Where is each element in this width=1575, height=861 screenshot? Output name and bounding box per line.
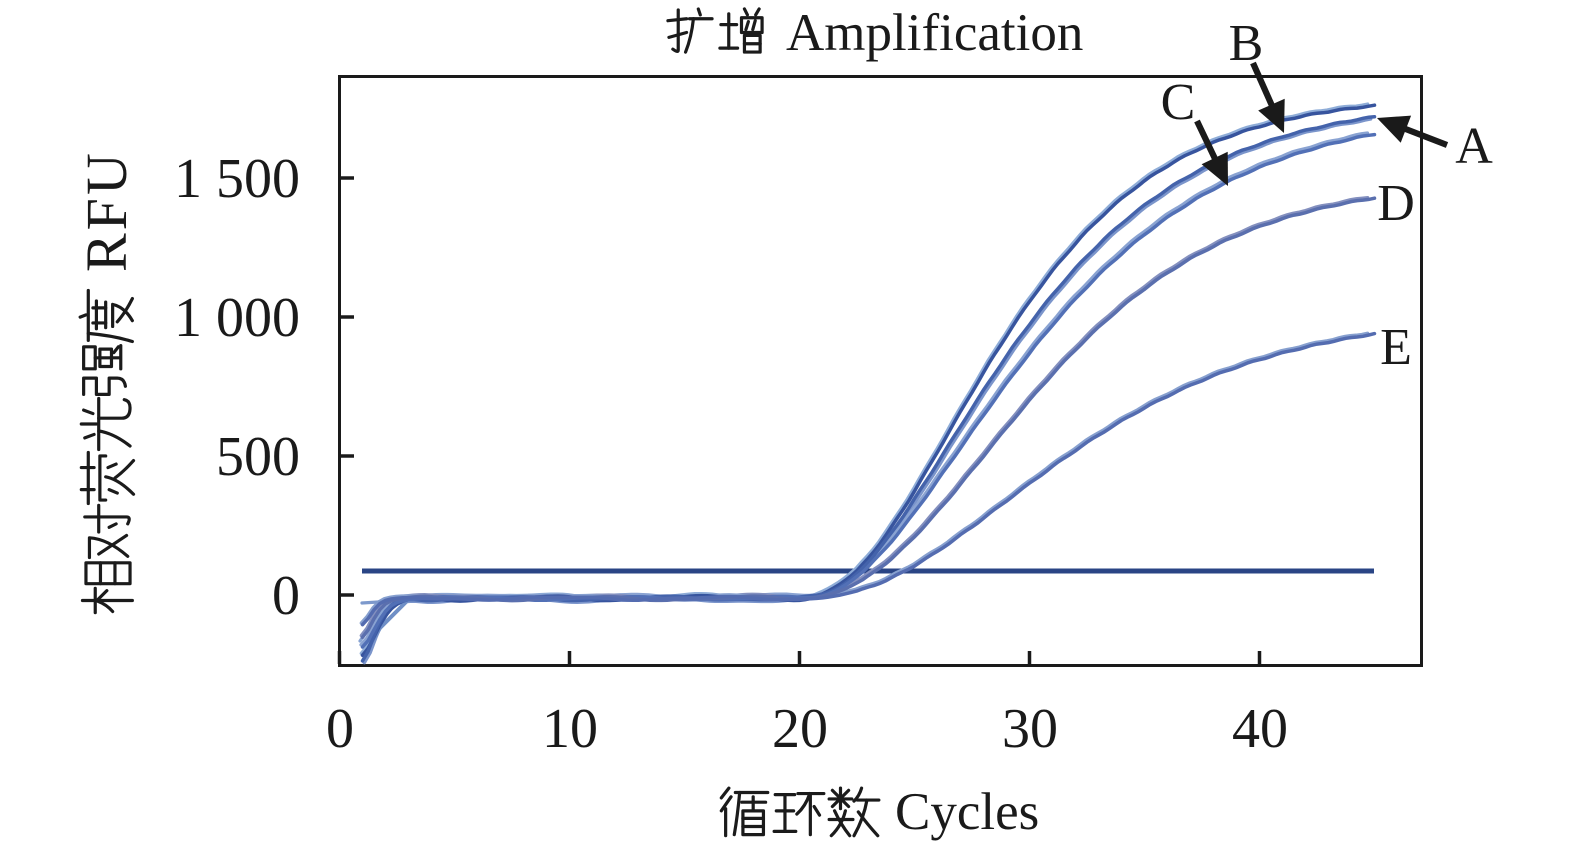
svg-text:A: A bbox=[1455, 118, 1493, 175]
svg-text:10: 10 bbox=[542, 698, 598, 760]
svg-text:0: 0 bbox=[326, 698, 354, 760]
svg-text:E: E bbox=[1380, 319, 1412, 376]
svg-text:C: C bbox=[1161, 74, 1196, 131]
svg-text:1 500: 1 500 bbox=[174, 148, 300, 210]
svg-text:500: 500 bbox=[216, 426, 300, 488]
svg-text:0: 0 bbox=[272, 565, 300, 627]
svg-text:Amplification: Amplification bbox=[786, 4, 1083, 62]
svg-text:D: D bbox=[1377, 175, 1415, 232]
svg-text:30: 30 bbox=[1002, 698, 1058, 760]
svg-text:RFU: RFU bbox=[74, 150, 139, 272]
svg-text:40: 40 bbox=[1232, 698, 1288, 760]
svg-text:1 000: 1 000 bbox=[174, 287, 300, 349]
svg-text:B: B bbox=[1229, 15, 1264, 72]
svg-text:Cycles: Cycles bbox=[895, 783, 1039, 841]
svg-text:20: 20 bbox=[772, 698, 828, 760]
